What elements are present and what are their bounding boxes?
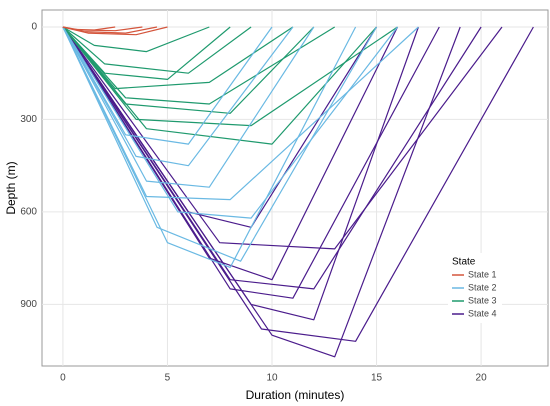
dive-line	[62, 26, 294, 167]
legend-label: State 3	[468, 295, 497, 305]
y-axis-title: Depth (m)	[4, 161, 18, 214]
legend-label: State 2	[468, 282, 497, 292]
x-tick-label: 10	[266, 373, 278, 384]
dive-line	[62, 26, 210, 53]
dive-line	[62, 26, 398, 127]
dive-line	[62, 26, 378, 262]
dive-line	[62, 26, 419, 201]
dive-line	[62, 26, 503, 250]
dive-line	[62, 26, 357, 268]
dive-line	[62, 26, 315, 188]
legend-label: State 4	[468, 308, 497, 318]
dive-line	[62, 26, 273, 145]
dive-line	[62, 26, 116, 31]
y-tick-label: 0	[31, 22, 37, 33]
x-tick-label: 15	[371, 373, 383, 384]
legend-title: State	[452, 257, 476, 268]
dive-line	[62, 26, 377, 145]
dive-line	[62, 26, 378, 228]
dive-line	[62, 26, 336, 105]
y-tick-label: 900	[20, 299, 37, 310]
dive-line	[62, 26, 398, 219]
dive-line	[62, 26, 252, 74]
x-tick-label: 5	[165, 373, 171, 384]
lines	[62, 26, 534, 358]
x-axis-title: Duration (minutes)	[246, 388, 345, 402]
y-tick-label: 300	[20, 114, 37, 125]
x-tick-label: 0	[60, 373, 66, 384]
legend-label: State 1	[468, 269, 497, 279]
dive-line	[62, 26, 482, 290]
y-tick-label: 600	[20, 207, 37, 218]
dive-line	[62, 26, 294, 90]
dive-line	[62, 26, 399, 281]
x-tick-label: 20	[476, 373, 488, 384]
